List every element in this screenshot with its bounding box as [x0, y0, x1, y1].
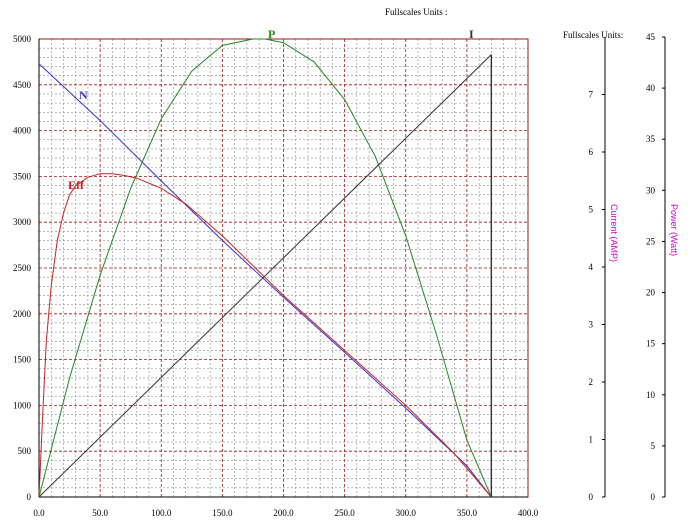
curve-i — [38, 54, 492, 498]
x-tick-label: 200.0 — [273, 508, 294, 518]
current-tick-label: 4 — [589, 262, 594, 272]
left-tick-label: 1000 — [13, 400, 32, 410]
power-tick-label: 15 — [646, 339, 656, 349]
left-tick-label: 3000 — [13, 217, 32, 227]
fullscales-units-right-header: Fullscales Units: — [563, 30, 623, 40]
left-axis-ticks: 0 500 1000 1500 2000 2500 3000 3500 4000 4500 5000 — [13, 34, 32, 502]
left-tick-label: 2000 — [13, 309, 32, 319]
left-tick-label: 0 — [27, 492, 32, 502]
power-tick-label: 5 — [651, 441, 656, 451]
curve-eff — [38, 173, 492, 498]
current-tick-label: 3 — [589, 320, 594, 330]
current-tick-label: 7 — [589, 90, 594, 100]
power-tick-label: 35 — [646, 134, 656, 144]
power-tick-label: 10 — [646, 390, 656, 400]
power-axis-label: Power (Watt) — [669, 204, 679, 256]
curve-label-p: P — [268, 27, 275, 41]
current-axis-label: Current (AMP) — [609, 204, 619, 262]
curve-p — [38, 38, 492, 498]
curve-n — [38, 63, 492, 498]
left-tick-label: 3500 — [13, 171, 32, 181]
current-tick-label: 1 — [589, 435, 594, 445]
left-tick-label: 4000 — [13, 126, 32, 136]
x-tick-label: 100.0 — [151, 508, 172, 518]
x-tick-label: 350.0 — [457, 508, 478, 518]
fullscales-units-header: Fullscales Units : — [385, 7, 448, 17]
x-tick-label: 300.0 — [396, 508, 417, 518]
x-tick-label: 0.0 — [33, 508, 45, 518]
x-tick-label: 400.0 — [518, 508, 539, 518]
plot-grid — [39, 39, 528, 497]
power-tick-label: 25 — [646, 236, 656, 246]
current-tick-label: 6 — [589, 147, 594, 157]
plot-frame — [38, 38, 529, 498]
curve-label-eff: Eff — [68, 178, 85, 192]
x-tick-label: 50.0 — [92, 508, 108, 518]
current-tick-label: 5 — [589, 205, 594, 215]
power-tick-label: 0 — [651, 492, 656, 502]
power-tick-label: 30 — [646, 185, 656, 195]
curve-label-i: I — [469, 27, 474, 41]
power-tick-label: 45 — [646, 32, 656, 42]
left-tick-label: 1500 — [13, 355, 32, 365]
left-tick-label: 500 — [18, 446, 32, 456]
power-tick-label: 20 — [646, 288, 656, 298]
curve-label-n: N — [79, 88, 88, 102]
power-tick-label: 40 — [646, 83, 656, 93]
x-tick-label: 150.0 — [212, 508, 233, 518]
current-tick-label: 0 — [589, 492, 594, 502]
current-tick-label: 2 — [589, 377, 594, 387]
left-tick-label: 5000 — [13, 34, 32, 44]
left-tick-label: 4500 — [13, 80, 32, 90]
chart-curves: N Eff P I — [38, 27, 493, 498]
left-tick-label: 2500 — [13, 263, 32, 273]
x-tick-label: 250.0 — [335, 508, 356, 518]
x-axis-ticks: 0.0 50.0 100.0 150.0 200.0 250.0 300.0 350.0 400… — [33, 508, 538, 518]
